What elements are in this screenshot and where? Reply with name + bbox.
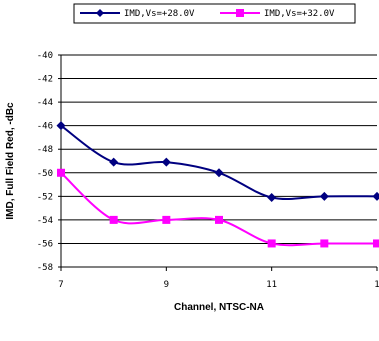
data-point <box>57 168 65 177</box>
data-point <box>320 239 329 248</box>
data-point <box>372 191 379 201</box>
y-tick-label: -56 <box>37 239 53 249</box>
y-tick-label: -50 <box>37 169 53 179</box>
series <box>56 121 379 248</box>
y-tick-label: -42 <box>37 75 53 85</box>
legend: IMD,Vs=+28.0V IMD,Vs=+32.0V <box>73 3 356 24</box>
y-tick-label: -46 <box>37 122 53 132</box>
data-point <box>109 215 118 224</box>
legend-label-series-2: IMD,Vs=+32.0V <box>264 9 335 19</box>
y-axis-title: IMD, Full Field Red, -dBc <box>5 102 16 220</box>
legend-item-2: IMD,Vs=+32.0V <box>220 9 335 19</box>
x-tick-label: 11 <box>266 280 277 290</box>
y-tick-label: -44 <box>37 98 53 108</box>
data-point <box>162 215 171 224</box>
legend-box <box>73 3 356 24</box>
data-point <box>319 191 329 201</box>
y-tick-label: -48 <box>37 145 53 155</box>
data-point <box>214 168 224 178</box>
data-point <box>161 157 171 167</box>
y-tick-label: -40 <box>37 51 53 61</box>
data-point <box>215 215 223 224</box>
y-tick-label: -54 <box>37 216 53 226</box>
legend-marker-series-2 <box>236 9 244 17</box>
series-1 <box>56 121 379 203</box>
series-2 <box>57 168 379 248</box>
x-tick-label: 9 <box>164 280 169 290</box>
data-point <box>267 239 276 248</box>
data-point <box>373 239 379 248</box>
legend-marker-series-1 <box>96 9 104 17</box>
tick-labels: -40-42-44-46-48-50-52-54-56-587 9 11 1 <box>37 51 379 290</box>
x-tick-label: 1 <box>374 280 379 290</box>
x-tick-label: 7 <box>58 280 63 290</box>
legend-item-1: IMD,Vs=+28.0V <box>80 9 195 19</box>
x-axis-title: Channel, NTSC-NA <box>174 302 264 313</box>
legend-label-series-1: IMD,Vs=+28.0V <box>124 9 195 19</box>
y-tick-label: -58 <box>37 263 53 273</box>
data-point <box>56 121 66 131</box>
y-tick-label: -52 <box>37 192 53 202</box>
data-point <box>109 157 119 167</box>
data-point <box>267 193 277 203</box>
